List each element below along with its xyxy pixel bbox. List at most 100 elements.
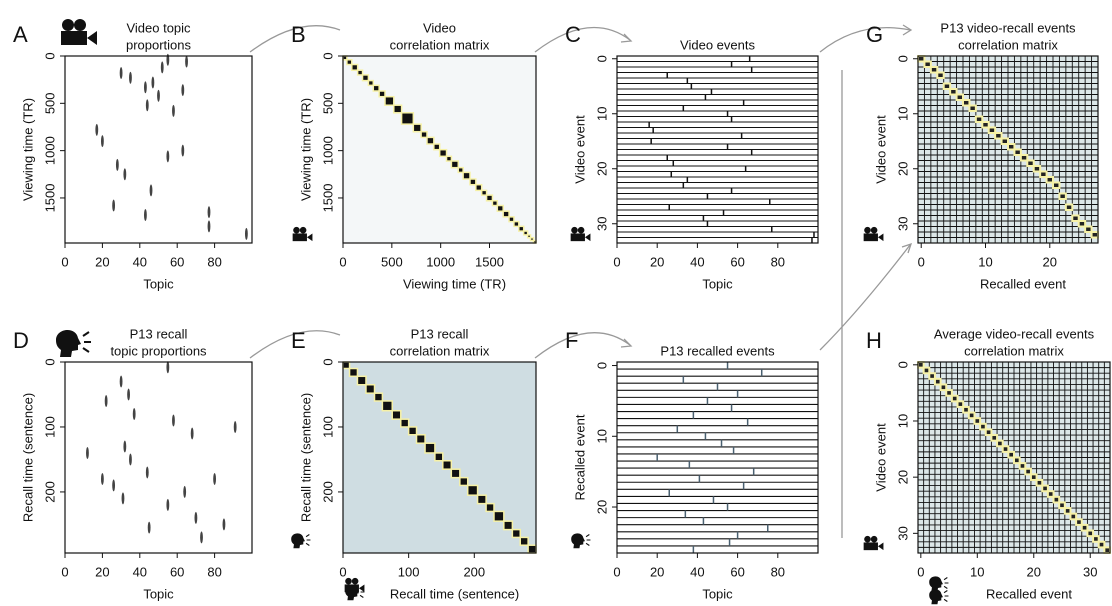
panel-title: correlation matrix <box>964 343 1064 358</box>
matrix-block <box>511 528 521 539</box>
x-tick-label: 200 <box>463 564 485 579</box>
x-tick-label: 1500 <box>475 254 504 269</box>
panel-letter: G <box>866 22 883 47</box>
topic-blob <box>129 453 132 466</box>
matrix-block <box>526 234 532 239</box>
match-cell <box>1052 181 1061 189</box>
match-cell <box>1063 507 1072 515</box>
plot-area <box>917 361 1111 554</box>
panel-letter: B <box>291 22 306 47</box>
topic-blob <box>144 208 147 221</box>
y-axis-label: Viewing time (TR) <box>298 98 313 201</box>
y-tick-label: 500 <box>42 92 57 114</box>
match-cell <box>1024 467 1032 476</box>
match-cell <box>979 422 987 431</box>
match-cell <box>1090 231 1099 239</box>
plot-frame <box>616 361 819 554</box>
topic-blob <box>172 104 175 117</box>
match-cell <box>1001 445 1010 453</box>
x-tick-label: 40 <box>133 254 147 269</box>
matrix-block <box>485 502 495 513</box>
match-cell <box>1007 450 1016 459</box>
panel-title: correlation matrix <box>958 37 1058 52</box>
topic-blob <box>101 472 104 485</box>
plot-frame <box>917 55 1099 244</box>
topic-blob <box>160 61 164 74</box>
panel-title: proportions <box>126 37 192 52</box>
matrix-block <box>434 452 444 462</box>
y-tick-label: 30 <box>895 217 910 231</box>
match-cell <box>1086 529 1095 538</box>
y-tick-label: 10 <box>594 107 609 121</box>
plot-frame <box>64 361 253 554</box>
topic-blob <box>112 199 116 212</box>
topic-blob <box>207 220 211 233</box>
y-axis-label: Recalled event <box>572 414 587 500</box>
topic-blob <box>112 479 116 492</box>
topic-blob <box>194 511 198 524</box>
x-tick-label: 30 <box>1083 564 1097 579</box>
panel-title: topic proportions <box>110 343 207 358</box>
matrix-block <box>462 171 471 180</box>
match-cell <box>1097 540 1106 549</box>
y-tick-label: 0 <box>320 52 335 59</box>
y-tick-label: 200 <box>42 481 57 503</box>
matrix-block <box>400 418 410 428</box>
y-tick-label: 10 <box>895 414 910 428</box>
y-tick-label: 30 <box>895 526 910 540</box>
matrix-block <box>381 400 393 412</box>
match-cell <box>974 115 984 123</box>
x-tick-label: 60 <box>170 254 184 269</box>
match-cell <box>1046 490 1055 498</box>
y-axis-label: Recall time (sentence) <box>298 393 313 522</box>
plot-area <box>617 361 818 553</box>
y-axis-label: Recall time (sentence) <box>20 393 35 522</box>
x-tick-label: 0 <box>339 564 346 579</box>
match-cell <box>945 389 953 397</box>
x-tick-label: 20 <box>95 564 109 579</box>
topic-blob <box>115 158 119 171</box>
match-cell <box>1019 154 1029 162</box>
match-cell <box>923 60 932 68</box>
topic-blob <box>147 521 151 534</box>
topic-blob <box>127 388 130 401</box>
matrix-block <box>426 136 435 145</box>
matrix-block <box>384 95 395 106</box>
matrix-block <box>348 367 359 378</box>
x-axis-label: Topic <box>702 276 733 291</box>
y-tick-label: 100 <box>42 416 57 438</box>
topic-blob <box>145 466 149 479</box>
x-tick-label: 1000 <box>426 254 455 269</box>
match-cell <box>1035 478 1044 487</box>
topic-blob <box>144 81 147 94</box>
panel-title: Average video-recall events <box>934 326 1095 341</box>
topic-blob <box>132 407 136 420</box>
y-tick-label: 1500 <box>42 183 57 212</box>
match-cell <box>955 93 964 101</box>
topic-blob <box>233 420 237 433</box>
match-cell <box>1018 462 1027 470</box>
y-axis-label: Video event <box>572 115 587 184</box>
matrix-block <box>496 204 504 212</box>
match-cell <box>973 417 982 425</box>
y-tick-label: 20 <box>594 500 609 514</box>
panel-letter: H <box>866 328 882 353</box>
match-cell <box>1032 165 1042 173</box>
match-cell <box>994 132 1003 140</box>
matrix-block <box>351 63 359 71</box>
matrix-block <box>367 79 375 87</box>
x-tick-label: 40 <box>133 564 147 579</box>
matrix-block <box>342 361 351 370</box>
x-tick-label: 80 <box>771 254 785 269</box>
match-cell <box>1045 176 1054 184</box>
x-axis-label: Recalled event <box>980 276 1066 291</box>
x-axis-label: Topic <box>702 586 733 601</box>
matrix-block <box>415 434 426 444</box>
x-tick-label: 80 <box>771 564 785 579</box>
x-tick-label: 60 <box>170 564 184 579</box>
panel-title: correlation matrix <box>390 343 490 358</box>
panel-title: P13 recalled events <box>660 343 775 358</box>
matrix-block <box>400 112 415 125</box>
match-cell <box>968 104 977 112</box>
y-tick-label: 1000 <box>320 136 335 165</box>
